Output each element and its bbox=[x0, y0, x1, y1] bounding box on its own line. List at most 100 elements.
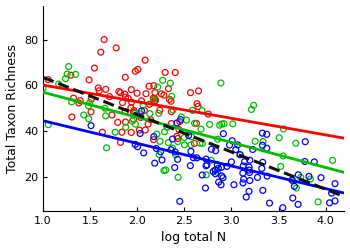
Point bbox=[182, 143, 187, 147]
Point bbox=[215, 163, 220, 167]
Point bbox=[281, 127, 286, 131]
Point bbox=[191, 156, 196, 160]
Point bbox=[237, 152, 243, 156]
Point bbox=[224, 164, 230, 168]
Point bbox=[140, 103, 146, 107]
Point bbox=[155, 85, 160, 89]
Point bbox=[156, 152, 162, 156]
Point bbox=[128, 130, 134, 134]
Point bbox=[178, 118, 183, 122]
Point bbox=[173, 153, 178, 157]
Point bbox=[103, 114, 108, 118]
Point bbox=[255, 176, 260, 180]
Point bbox=[118, 91, 123, 95]
Point bbox=[169, 110, 174, 114]
Point bbox=[167, 98, 172, 102]
Point bbox=[168, 148, 174, 152]
Point bbox=[170, 137, 175, 141]
Point bbox=[177, 120, 183, 124]
Point bbox=[77, 99, 83, 103]
Point bbox=[102, 38, 107, 42]
Point bbox=[220, 176, 226, 180]
Point bbox=[178, 115, 184, 119]
Point bbox=[312, 160, 317, 164]
Point bbox=[69, 100, 75, 104]
Point bbox=[112, 130, 118, 134]
Point bbox=[98, 50, 104, 54]
Point bbox=[241, 160, 247, 164]
Point bbox=[293, 141, 299, 145]
Point bbox=[103, 87, 108, 91]
Point bbox=[96, 86, 101, 90]
Point bbox=[330, 158, 335, 162]
Point bbox=[210, 170, 216, 173]
Point bbox=[218, 81, 224, 85]
Point bbox=[209, 147, 214, 151]
Point bbox=[207, 122, 212, 126]
Point bbox=[168, 99, 174, 103]
Point bbox=[100, 130, 105, 134]
Point bbox=[182, 136, 187, 140]
Point bbox=[306, 174, 312, 178]
Point bbox=[219, 165, 224, 169]
Point bbox=[239, 228, 244, 232]
Point bbox=[40, 86, 46, 90]
Point bbox=[120, 100, 125, 104]
Point bbox=[172, 150, 178, 154]
Point bbox=[132, 112, 138, 116]
X-axis label: log total N: log total N bbox=[161, 232, 226, 244]
Point bbox=[86, 117, 92, 121]
Point bbox=[156, 111, 162, 115]
Point bbox=[46, 123, 51, 127]
Point bbox=[194, 156, 199, 160]
Point bbox=[145, 122, 151, 126]
Point bbox=[151, 84, 157, 88]
Point bbox=[69, 115, 75, 119]
Point bbox=[174, 134, 180, 138]
Point bbox=[251, 103, 256, 107]
Point bbox=[154, 146, 159, 150]
Point bbox=[154, 132, 160, 136]
Point bbox=[122, 75, 128, 79]
Point bbox=[199, 142, 205, 146]
Point bbox=[147, 112, 153, 116]
Point bbox=[96, 89, 102, 93]
Point bbox=[260, 188, 266, 192]
Point bbox=[151, 97, 156, 101]
Point bbox=[229, 160, 234, 164]
Point bbox=[184, 118, 189, 122]
Point bbox=[136, 128, 142, 132]
Point bbox=[175, 175, 181, 179]
Point bbox=[131, 108, 137, 112]
Point bbox=[247, 170, 252, 174]
Point bbox=[137, 132, 143, 136]
Point bbox=[139, 109, 144, 113]
Point bbox=[246, 165, 252, 169]
Point bbox=[46, 78, 51, 82]
Point bbox=[168, 81, 173, 85]
Point bbox=[188, 91, 193, 95]
Point bbox=[292, 184, 297, 188]
Point bbox=[132, 142, 138, 146]
Point bbox=[213, 172, 218, 176]
Point bbox=[87, 100, 92, 104]
Point bbox=[81, 113, 86, 117]
Point bbox=[148, 118, 153, 122]
Point bbox=[162, 70, 168, 74]
Point bbox=[175, 136, 181, 140]
Point bbox=[240, 171, 246, 175]
Point bbox=[141, 151, 147, 155]
Point bbox=[192, 121, 197, 125]
Point bbox=[157, 108, 162, 112]
Point bbox=[231, 183, 237, 187]
Point bbox=[175, 140, 181, 143]
Point bbox=[146, 84, 152, 88]
Point bbox=[63, 77, 68, 81]
Point bbox=[123, 125, 128, 129]
Point bbox=[131, 110, 136, 114]
Point bbox=[119, 130, 125, 134]
Point bbox=[159, 158, 165, 162]
Point bbox=[102, 106, 108, 110]
Point bbox=[71, 96, 76, 100]
Point bbox=[56, 82, 62, 86]
